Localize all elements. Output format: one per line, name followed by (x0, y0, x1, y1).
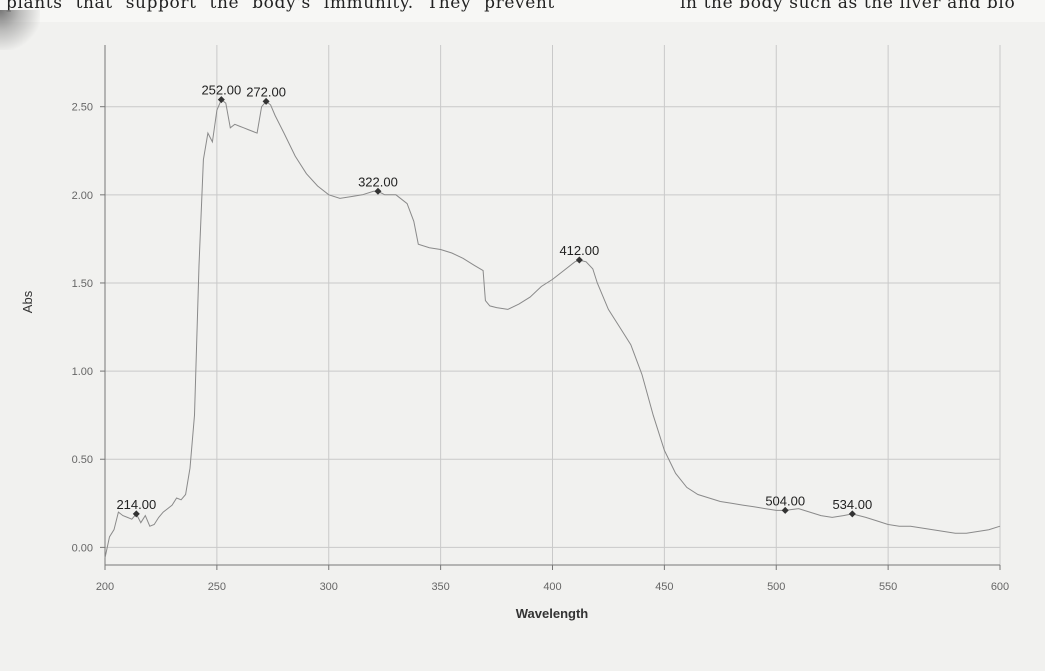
x-tick-label: 200 (96, 581, 114, 593)
y-tick-label: 0.50 (72, 454, 93, 466)
peak-label: 322.00 (358, 174, 398, 189)
page-text-header: plants that support the body's immunity.… (0, 0, 1045, 22)
peak-markers: 214.00 252.00 272.00 322.00 412.00 504.00 534.… (116, 83, 872, 518)
peak-marker (262, 97, 270, 105)
y-axis-title: Abs (20, 290, 35, 313)
spectrum-line (104, 98, 1001, 559)
peak-marker (781, 506, 789, 514)
peak-label: 272.00 (246, 84, 286, 99)
page-text-left: plants that support the body's immunity.… (6, 0, 555, 13)
peak-label: 504.00 (765, 493, 805, 508)
y-tick-labels: 0.00 0.50 1.00 1.50 2.00 2.50 (72, 102, 93, 555)
x-tick-label: 550 (879, 581, 897, 593)
y-tick-label: 1.00 (72, 366, 93, 378)
y-tick-label: 0.00 (72, 542, 93, 554)
y-tick-label: 2.50 (72, 102, 93, 114)
peak-label: 534.00 (832, 497, 872, 512)
x-tick-label: 450 (655, 581, 673, 593)
peak-marker (374, 187, 382, 195)
peak-label: 214.00 (116, 497, 156, 512)
x-tick-label: 350 (431, 581, 449, 593)
y-tick-label: 2.00 (72, 190, 93, 202)
peak-marker (132, 510, 140, 518)
x-tick-label: 500 (767, 581, 785, 593)
peak-marker (848, 510, 856, 518)
scan-shadow (0, 10, 40, 50)
y-tick-label: 1.50 (72, 278, 93, 290)
peak-label: 252.00 (201, 83, 241, 98)
x-tick-label: 600 (991, 581, 1009, 593)
peak-marker (575, 256, 583, 264)
page-text-right: in the body such as the liver and blo (680, 0, 1016, 13)
x-tick-label: 400 (543, 581, 561, 593)
x-tick-label: 300 (320, 581, 338, 593)
x-axis-title: Wavelength (516, 606, 589, 621)
peak-marker (217, 96, 225, 104)
x-tick-labels: 200 250 300 350 400 450 500 550 600 (96, 581, 1009, 593)
chart-grid (105, 45, 1001, 565)
chart-axes (100, 45, 1001, 570)
peak-label: 412.00 (559, 243, 599, 258)
x-tick-label: 250 (208, 581, 226, 593)
